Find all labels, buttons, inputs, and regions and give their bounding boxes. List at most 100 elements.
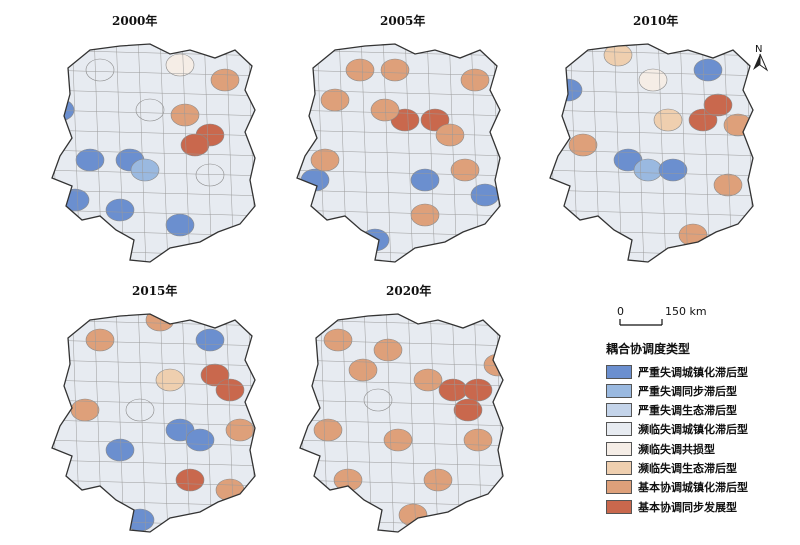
county-region (410, 168, 440, 192)
county-border (181, 314, 191, 532)
county-border (451, 314, 461, 532)
county-border (550, 149, 753, 157)
county-region (583, 228, 613, 252)
county-border (52, 314, 59, 532)
county-region (195, 328, 225, 352)
legend-swatch (606, 364, 632, 379)
county-region (370, 98, 400, 122)
county-border (52, 339, 255, 347)
county-border (297, 149, 500, 157)
map-panel-2005: 2005年 (275, 10, 525, 270)
county-region (460, 68, 490, 92)
province-border (549, 43, 754, 263)
legend-item: 严重失调同步滞后型 (606, 382, 796, 399)
county-border (52, 359, 255, 367)
county-border (300, 479, 503, 487)
county-border (300, 419, 503, 427)
county-region (125, 398, 155, 422)
legend-item: 严重失调生态滞后型 (606, 402, 796, 419)
legend-swatch (606, 422, 632, 437)
county-region (320, 88, 350, 112)
province-map (51, 313, 256, 533)
county-border (52, 44, 59, 262)
county-border (181, 44, 191, 262)
county-border (448, 44, 458, 262)
county-region (398, 503, 428, 527)
county-border (407, 314, 417, 532)
county-border (297, 109, 500, 117)
map-year-label: 2010年 (633, 14, 679, 28)
county-border (550, 169, 753, 177)
county-region (693, 58, 723, 82)
county-region (165, 53, 195, 77)
county-border (297, 69, 500, 77)
legend-label: 濒临失调城镇化滞后型 (638, 423, 748, 437)
county-border (159, 44, 169, 262)
county-region (60, 188, 90, 212)
county-region (195, 163, 225, 187)
county-region (130, 158, 160, 182)
county-region (413, 368, 443, 392)
county-border (297, 209, 500, 217)
county-region (105, 438, 135, 462)
county-border (550, 129, 753, 137)
county-border (550, 69, 753, 77)
north-arrow-icon (753, 53, 769, 72)
county-border (52, 209, 255, 217)
county-border (137, 44, 147, 262)
legend-label: 基本协调城镇化滞后型 (638, 481, 748, 495)
county-border (297, 44, 304, 262)
county-region (653, 108, 683, 132)
legend-swatch (606, 480, 632, 495)
county-region (438, 378, 468, 402)
county-border (52, 109, 255, 117)
county-border (360, 44, 370, 262)
county-region (210, 68, 240, 92)
county-border (297, 169, 500, 177)
county-region (420, 108, 450, 132)
county-region (380, 58, 410, 82)
map-year-label: 2015年 (132, 284, 178, 298)
county-border (159, 314, 169, 532)
county-border (52, 419, 255, 427)
scale-bar (619, 319, 663, 326)
county-region (145, 314, 175, 332)
county-border (635, 44, 645, 262)
county-region (215, 378, 245, 402)
county-border (701, 44, 711, 262)
legend-swatch (606, 441, 632, 456)
county-region (603, 44, 633, 67)
map-panel-2000: 2000年 (30, 10, 270, 270)
map-year-label: 2020年 (386, 284, 432, 298)
county-border (203, 44, 213, 262)
province-border (299, 313, 504, 533)
province-border (51, 313, 256, 533)
county-border (613, 44, 623, 262)
legend-label: 基本协调同步发展型 (638, 500, 737, 514)
county-region (713, 173, 743, 197)
legend-swatch (606, 403, 632, 418)
county-region (180, 133, 210, 157)
county-border (382, 44, 392, 262)
county-border (52, 479, 255, 487)
county-region (633, 158, 663, 182)
county-region (175, 468, 205, 492)
county-border (300, 359, 503, 367)
county-border (52, 379, 255, 387)
county-region (723, 113, 753, 137)
county-region (313, 418, 343, 442)
map-year-label: 2000年 (112, 14, 158, 28)
county-border (429, 314, 439, 532)
legend-label: 濒临失调生态滞后型 (638, 461, 737, 475)
county-region (463, 428, 493, 452)
county-border (52, 439, 255, 447)
province-border (296, 43, 501, 263)
north-label: N (755, 44, 763, 55)
county-border (404, 44, 414, 262)
county-border (550, 209, 753, 217)
county-border (52, 189, 255, 197)
county-border (550, 89, 753, 97)
legend-label: 严重失调同步滞后型 (638, 384, 737, 398)
legend-label: 严重失调城镇化滞后型 (638, 365, 748, 379)
map-panel-2020: 2020年 (278, 280, 528, 540)
